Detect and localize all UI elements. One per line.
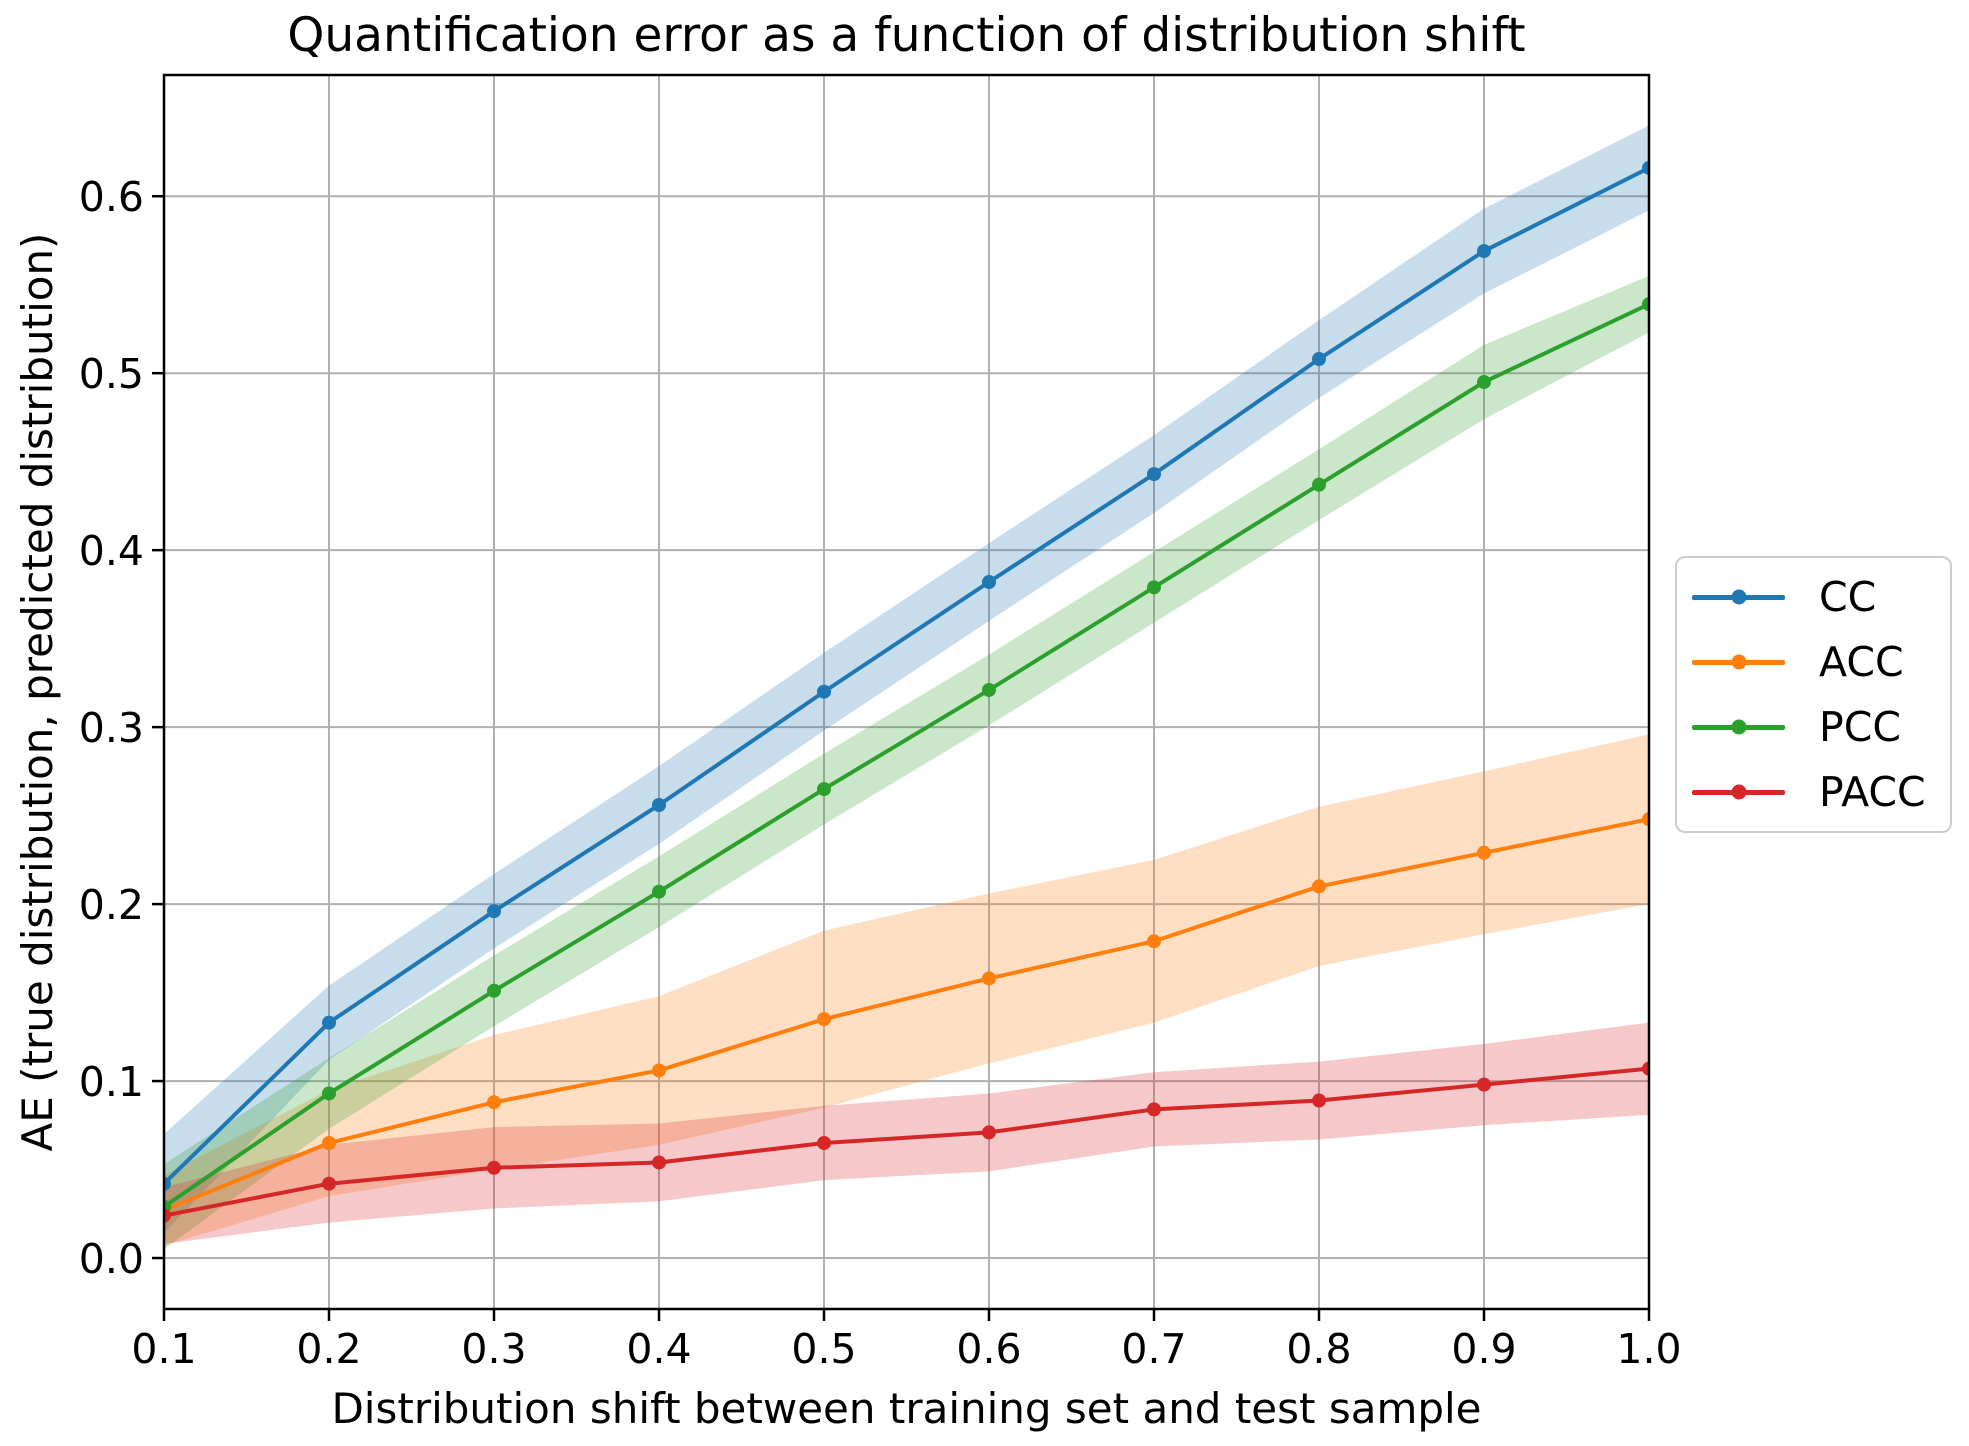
y-tick-label: 0.5 xyxy=(79,350,144,398)
x-tick-label: 0.7 xyxy=(1121,1325,1186,1373)
marker-pacc xyxy=(817,1136,831,1151)
legend-item-acc: ACC xyxy=(1692,632,1950,692)
line-pcc xyxy=(164,302,1649,1209)
legend-line-sample xyxy=(1692,719,1785,735)
x-tick-label: 0.9 xyxy=(1451,1325,1516,1373)
x-tick-label: 0.8 xyxy=(1286,1325,1351,1373)
series-lines xyxy=(164,160,1649,1223)
marker-acc xyxy=(322,1136,336,1151)
marker-cc xyxy=(1477,244,1491,259)
band-pcc xyxy=(164,275,1649,1250)
legend-item-pacc: PACC xyxy=(1692,762,1950,822)
marker-cc xyxy=(1147,467,1161,482)
marker-cc xyxy=(164,1176,171,1191)
legend-label: PACC xyxy=(1819,767,1926,816)
marker-pacc xyxy=(1147,1102,1161,1117)
marker-acc xyxy=(982,971,996,986)
marker-pcc xyxy=(487,983,501,998)
x-tick-label: 0.2 xyxy=(296,1325,361,1373)
line-cc xyxy=(164,165,1649,1186)
marker-acc xyxy=(1147,934,1161,949)
marker-pcc xyxy=(817,782,831,797)
legend-marker-dot xyxy=(1731,719,1746,735)
y-tick-label: 0.3 xyxy=(79,704,144,752)
marker-pacc xyxy=(322,1176,336,1191)
marker-acc xyxy=(1477,845,1491,860)
marker-pacc xyxy=(1312,1093,1326,1108)
marker-pcc xyxy=(1477,375,1491,390)
legend-label: CC xyxy=(1819,572,1877,621)
legend-item-cc: CC xyxy=(1692,567,1950,627)
tick-marks xyxy=(152,194,1651,1321)
marker-acc xyxy=(817,1012,831,1027)
line-acc xyxy=(164,817,1649,1213)
marker-pacc xyxy=(1642,1061,1649,1076)
y-tick-label: 0.4 xyxy=(79,527,144,575)
band-pacc xyxy=(164,1022,1649,1244)
marker-pcc xyxy=(1642,297,1649,312)
marker-acc xyxy=(487,1095,501,1110)
legend-line-sample xyxy=(1692,654,1785,670)
marker-pacc xyxy=(1477,1077,1491,1092)
line-pacc xyxy=(164,1066,1649,1218)
marker-acc xyxy=(652,1063,666,1078)
marker-cc xyxy=(817,684,831,699)
y-tick-label: 0.1 xyxy=(79,1058,144,1106)
legend-line-sample xyxy=(1692,589,1785,605)
legend-marker-dot xyxy=(1731,784,1746,800)
marker-pacc xyxy=(982,1125,996,1140)
marker-acc xyxy=(1642,812,1649,827)
marker-cc xyxy=(487,904,501,919)
y-tick-label: 0.0 xyxy=(79,1235,144,1283)
marker-pacc xyxy=(487,1160,501,1175)
plot-border xyxy=(162,73,1651,1311)
x-tick-label: 0.4 xyxy=(626,1325,691,1373)
x-tick-label: 0.1 xyxy=(131,1325,196,1373)
x-tick-label: 1.0 xyxy=(1616,1325,1681,1373)
x-tick-label: 0.3 xyxy=(461,1325,526,1373)
y-tick-label: 0.6 xyxy=(79,173,144,221)
marker-pcc xyxy=(1312,477,1326,492)
x-tick-label: 0.5 xyxy=(791,1325,856,1373)
marker-cc xyxy=(1642,160,1649,175)
legend-label: PCC xyxy=(1819,702,1901,751)
legend-label: ACC xyxy=(1819,637,1904,686)
legend-line-sample xyxy=(1692,784,1785,800)
marker-acc xyxy=(1312,879,1326,894)
legend-item-pcc: PCC xyxy=(1692,697,1950,757)
tick-labels: 0.1 0.2 0.3 0.4 0.5 0.6 0.7 0.8 0.9 1.0 0.0 0.1 0.2 0… xyxy=(79,173,1682,1373)
marker-cc xyxy=(982,575,996,590)
band-acc xyxy=(164,734,1649,1246)
marker-pcc xyxy=(652,884,666,899)
marker-pcc xyxy=(982,682,996,697)
y-axis-label: AE (true distribution, predicted distrib… xyxy=(13,232,62,1152)
y-tick-label: 0.2 xyxy=(79,881,144,929)
x-tick-label: 0.6 xyxy=(956,1325,1021,1373)
legend: CC ACC PCC PACC xyxy=(1675,556,1952,833)
legend-marker-dot xyxy=(1731,654,1746,670)
band-cc xyxy=(164,125,1649,1234)
marker-cc xyxy=(1312,352,1326,367)
marker-pacc xyxy=(652,1155,666,1170)
marker-cc xyxy=(322,1015,336,1030)
x-axis-label: Distribution shift between training set … xyxy=(331,1384,1482,1433)
marker-pacc xyxy=(164,1208,171,1223)
confidence-bands xyxy=(164,125,1649,1250)
marker-pcc xyxy=(322,1086,336,1101)
chart-title: Quantification error as a function of di… xyxy=(287,8,1526,63)
legend-marker-dot xyxy=(1731,589,1746,605)
marker-cc xyxy=(652,797,666,812)
marker-pcc xyxy=(1147,580,1161,595)
